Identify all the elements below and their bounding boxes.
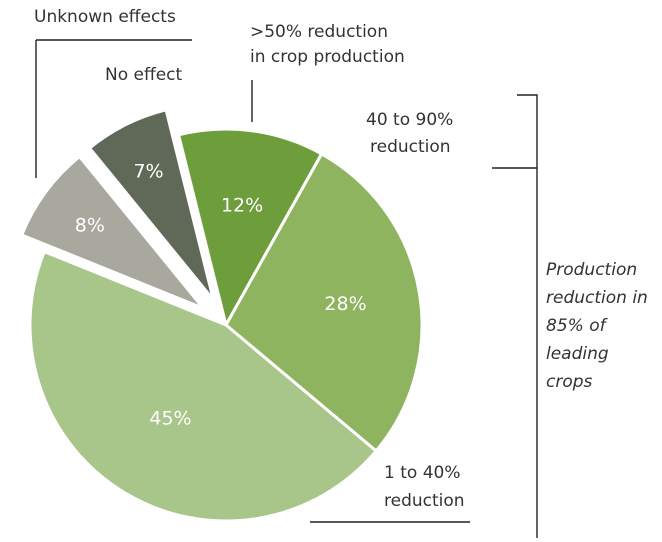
bracket-label-line5: crops <box>546 372 593 392</box>
bracket-label-line2: reduction in <box>546 288 648 308</box>
annotations: Unknown effects No effect >50% reduction… <box>34 7 648 538</box>
pie-slice-4 <box>87 107 215 301</box>
label-40-90-line1: 40 to 90% <box>366 110 453 130</box>
slice-value-label-0: 12% <box>221 195 263 217</box>
bracket-label-line4: leading <box>546 344 609 364</box>
pie-slice-3 <box>19 154 205 310</box>
bracket-label-line3: 85% of <box>546 316 609 336</box>
slice-value-label-3: 8% <box>75 215 105 237</box>
slice-value-label-2: 45% <box>149 407 191 429</box>
bracket-label-line1: Production <box>546 260 637 280</box>
label-gt50-line2: in crop production <box>250 47 405 67</box>
pie-slice-2 <box>28 249 379 523</box>
label-gt50-line1: >50% reduction <box>250 22 388 42</box>
label-1-40-line1: 1 to 40% <box>384 463 460 483</box>
slice-value-label-4: 7% <box>133 160 163 182</box>
label-unknown-effects: Unknown effects <box>34 7 176 27</box>
label-1-40-line2: reduction <box>384 491 465 511</box>
pie-slice-1 <box>224 151 424 454</box>
pie-slices <box>19 107 424 523</box>
bracket-vertical <box>517 94 538 538</box>
slice-value-labels: 12% 28% 45% 8% 7% <box>75 160 367 429</box>
label-40-90-line2: reduction <box>370 137 451 157</box>
label-no-effect: No effect <box>105 65 182 85</box>
slice-value-label-1: 28% <box>324 293 366 315</box>
pie-slice-0 <box>176 127 324 330</box>
